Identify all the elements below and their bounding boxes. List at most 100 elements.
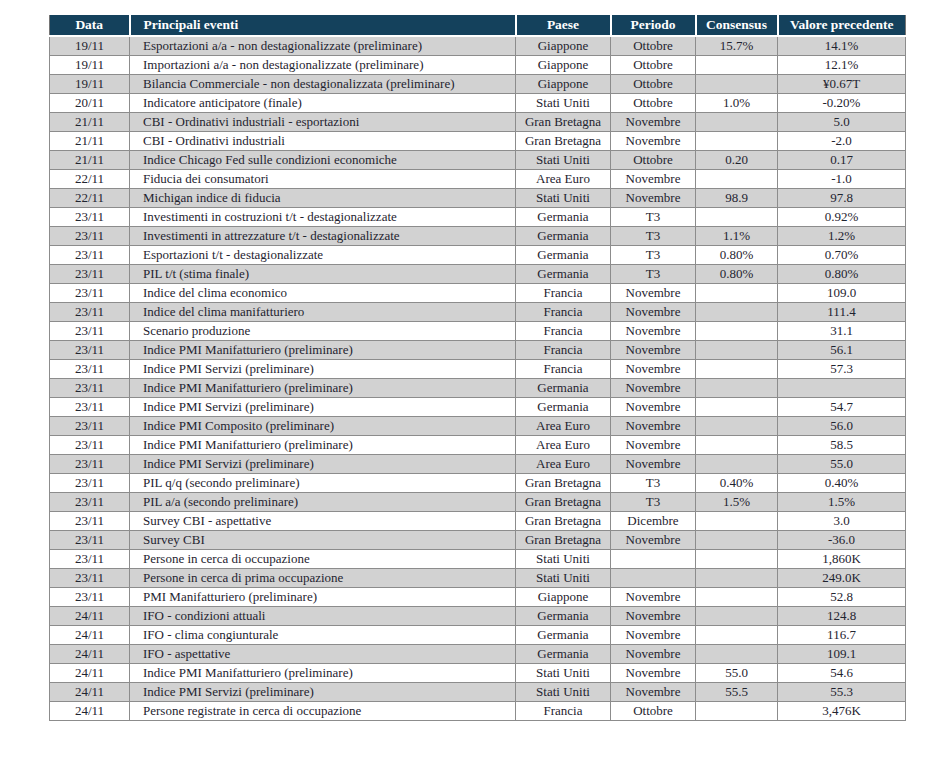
table-row: 23/11Indice PMI Manifatturiero (prelimin… (50, 436, 906, 455)
table-row: 21/11CBI - Ordinativi industriali - espo… (50, 113, 906, 132)
cell-event: Indice PMI Servizi (preliminare) (130, 398, 516, 417)
cell-country: Area Euro (516, 417, 611, 436)
cell-consensus (696, 208, 778, 227)
cell-previous-value: 5.0 (778, 113, 906, 132)
table-row: 23/11Survey CBIGran BretagnaNovembre-36.… (50, 531, 906, 550)
cell-period: Novembre (611, 189, 696, 208)
cell-consensus (696, 379, 778, 398)
cell-date: 23/11 (50, 265, 130, 284)
cell-event: IFO - clima congiunturale (130, 626, 516, 645)
cell-event: PIL t/t (stima finale) (130, 265, 516, 284)
table-row: 23/11PMI Manifatturiero (preliminare)Gia… (50, 588, 906, 607)
table-row: 22/11Fiducia dei consumatoriArea EuroNov… (50, 170, 906, 189)
cell-previous-value: 109.1 (778, 645, 906, 664)
cell-consensus (696, 398, 778, 417)
cell-consensus: 1.0% (696, 94, 778, 113)
cell-period: Ottobre (611, 702, 696, 721)
table-row: 23/11Investimenti in attrezzature t/t - … (50, 227, 906, 246)
cell-country: Gran Bretagna (516, 113, 611, 132)
cell-consensus (696, 588, 778, 607)
cell-period: Novembre (611, 398, 696, 417)
cell-date: 23/11 (50, 455, 130, 474)
cell-country: Area Euro (516, 170, 611, 189)
cell-event: Esportazioni t/t - destagionalizzate (130, 246, 516, 265)
table-row: 23/11PIL q/q (secondo preliminare)Gran B… (50, 474, 906, 493)
cell-event: Fiducia dei consumatori (130, 170, 516, 189)
cell-previous-value: 3,476K (778, 702, 906, 721)
cell-event: CBI - Ordinativi industriali (130, 132, 516, 151)
cell-country: Stati Uniti (516, 664, 611, 683)
cell-country: Giappone (516, 36, 611, 56)
cell-country: Giappone (516, 75, 611, 94)
cell-event: Investimenti in costruzioni t/t - destag… (130, 208, 516, 227)
cell-event: Indice PMI Manifatturiero (preliminare) (130, 379, 516, 398)
cell-event: Indice PMI Servizi (preliminare) (130, 683, 516, 702)
table-row: 23/11Persone in cerca di prima occupazio… (50, 569, 906, 588)
cell-country: Germania (516, 607, 611, 626)
cell-consensus (696, 322, 778, 341)
cell-date: 24/11 (50, 664, 130, 683)
table-row: 23/11Esportazioni t/t - destagionalizzat… (50, 246, 906, 265)
cell-period: Novembre (611, 683, 696, 702)
cell-previous-value: 1,860K (778, 550, 906, 569)
cell-country: Gran Bretagna (516, 493, 611, 512)
table-row: 23/11Indice PMI Servizi (preliminare)Ger… (50, 398, 906, 417)
cell-previous-value: 97.8 (778, 189, 906, 208)
table-row: 22/11Michigan indice di fiduciaStati Uni… (50, 189, 906, 208)
cell-country: Germania (516, 626, 611, 645)
cell-period: Novembre (611, 303, 696, 322)
cell-period: Ottobre (611, 151, 696, 170)
cell-country: Stati Uniti (516, 683, 611, 702)
cell-period: Novembre (611, 531, 696, 550)
cell-country: Francia (516, 303, 611, 322)
cell-consensus (696, 626, 778, 645)
cell-previous-value: 0.70% (778, 246, 906, 265)
cell-consensus (696, 132, 778, 151)
column-header-data: Data (50, 15, 130, 36)
table-row: 23/11Indice PMI Servizi (preliminare)Fra… (50, 360, 906, 379)
cell-event: Indice PMI Composito (preliminare) (130, 417, 516, 436)
cell-event: Indice PMI Servizi (preliminare) (130, 360, 516, 379)
cell-event: Importazioni a/a - non destagionalizzate… (130, 56, 516, 75)
cell-period: T3 (611, 208, 696, 227)
table-row: 21/11Indice Chicago Fed sulle condizioni… (50, 151, 906, 170)
cell-period: T3 (611, 474, 696, 493)
cell-previous-value: 58.5 (778, 436, 906, 455)
cell-previous-value: 56.0 (778, 417, 906, 436)
column-header-events: Principali eventi (130, 15, 516, 36)
cell-country: Gran Bretagna (516, 474, 611, 493)
cell-country: Francia (516, 702, 611, 721)
cell-consensus: 1.5% (696, 493, 778, 512)
cell-period: Novembre (611, 588, 696, 607)
cell-country: Giappone (516, 588, 611, 607)
table-row: 23/11Investimenti in costruzioni t/t - d… (50, 208, 906, 227)
cell-consensus (696, 512, 778, 531)
table-body: 19/11Esportazioni a/a - non destagionali… (50, 36, 906, 721)
cell-country: Germania (516, 379, 611, 398)
cell-consensus (696, 303, 778, 322)
cell-date: 20/11 (50, 94, 130, 113)
cell-date: 24/11 (50, 645, 130, 664)
cell-country: Area Euro (516, 455, 611, 474)
cell-date: 23/11 (50, 208, 130, 227)
cell-previous-value: -36.0 (778, 531, 906, 550)
table-row: 24/11IFO - aspettativeGermaniaNovembre10… (50, 645, 906, 664)
table-row: 20/11Indicatore anticipatore (finale)Sta… (50, 94, 906, 113)
cell-date: 23/11 (50, 360, 130, 379)
cell-consensus (696, 436, 778, 455)
cell-country: Francia (516, 360, 611, 379)
cell-country: Germania (516, 246, 611, 265)
cell-country: Stati Uniti (516, 94, 611, 113)
cell-consensus (696, 56, 778, 75)
cell-consensus (696, 75, 778, 94)
cell-period: Ottobre (611, 56, 696, 75)
cell-event: Indice PMI Servizi (preliminare) (130, 455, 516, 474)
cell-event: Indice del clima manifatturiero (130, 303, 516, 322)
cell-country: Stati Uniti (516, 550, 611, 569)
cell-consensus: 0.20 (696, 151, 778, 170)
cell-date: 21/11 (50, 151, 130, 170)
cell-date: 23/11 (50, 569, 130, 588)
table-row: 23/11PIL a/a (secondo preliminare)Gran B… (50, 493, 906, 512)
column-header-previous-value: Valore precedente (778, 15, 906, 36)
cell-country: Germania (516, 208, 611, 227)
